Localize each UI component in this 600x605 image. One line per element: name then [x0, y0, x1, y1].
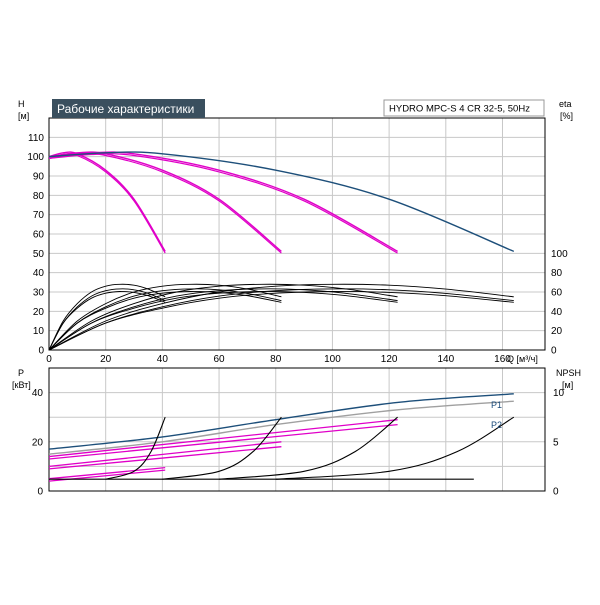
x-tick-label: 60: [213, 354, 225, 365]
efficiency-curve: [48, 283, 398, 351]
x-tick-label: 80: [270, 354, 282, 365]
head-tick-label: 60: [33, 230, 45, 241]
eta-tick-label: 80: [551, 268, 563, 279]
npsh-curves: [49, 416, 515, 480]
power-axis-label: P: [18, 368, 24, 378]
power-axis-unit: [кВт]: [12, 380, 31, 390]
efficiency-curve: [48, 291, 398, 351]
power-tick-label: 40: [32, 388, 44, 399]
x-tick-label: 100: [324, 354, 341, 365]
x-tick-label: 120: [381, 354, 398, 365]
npsh-curve: [275, 416, 515, 480]
efficiency-curve: [48, 283, 166, 351]
eta-axis-unit: [%]: [560, 111, 573, 121]
npsh-curve: [105, 416, 166, 480]
partial-power-curve-p2: [48, 469, 166, 482]
axis-tick-labels: 0 20 40 60 80 100 120 140 1600102030405060708090…: [27, 133, 568, 498]
npsh-axis-label: NPSH: [556, 368, 581, 378]
head-tick-label: 70: [33, 210, 45, 221]
eta-tick-label: 100: [551, 249, 568, 260]
head-tick-label: 100: [27, 152, 44, 163]
p2-series-label: P2: [491, 420, 502, 430]
head-curve: [48, 151, 282, 252]
npsh-tick-label: 0: [553, 487, 559, 498]
head-curve-tolerance: [48, 153, 398, 254]
efficiency-curve: [48, 288, 514, 351]
npsh-tick-label: 10: [553, 388, 565, 399]
head-tick-label: 110: [28, 133, 44, 144]
head-tick-label: 20: [33, 307, 45, 318]
npsh-tick-label: 5: [553, 437, 559, 448]
head-curves: [48, 151, 515, 254]
head-curve: [48, 151, 166, 252]
eta-tick-label: 40: [551, 307, 563, 318]
upper-plot-frame: [48, 117, 546, 351]
power-tick-label: 20: [32, 437, 44, 448]
head-tick-label: 80: [33, 191, 45, 202]
pump-label-box: [383, 99, 545, 117]
chart-title-box: [52, 99, 205, 118]
partial-power-curve-p1: [48, 466, 166, 480]
efficiency-curves: [48, 283, 514, 351]
head-axis-label: H: [18, 99, 25, 109]
efficiency-curve: [48, 291, 282, 351]
p1-series-label: P1: [491, 400, 502, 410]
x-tick-label: 0: [46, 354, 52, 365]
x-tick-label: 160: [494, 354, 511, 365]
npsh-curve: [219, 416, 398, 480]
head-tick-label: 10: [33, 326, 45, 337]
x-tick-label: 140: [437, 354, 454, 365]
x-tick-label: 40: [157, 354, 169, 365]
power-curve-p1: [48, 393, 514, 450]
eta-tick-label: 0: [551, 346, 557, 357]
lower-plot-frame: [48, 367, 546, 492]
head-tick-label: 0: [38, 346, 44, 357]
power-tick-label: 0: [37, 487, 43, 498]
partial-power-curve-p2: [48, 423, 398, 460]
efficiency-curve: [48, 283, 514, 351]
efficiency-curve: [48, 288, 398, 351]
pump-label: HYDRO MPC-S 4 CR 32-5, 50Hz: [389, 104, 530, 115]
eta-tick-label: 60: [551, 288, 563, 299]
partial-power-curve-p1: [48, 419, 398, 458]
head-axis-unit: [м]: [18, 111, 29, 121]
partial-power-curve-p1: [48, 441, 282, 468]
efficiency-curve: [48, 291, 514, 351]
flow-axis-label: Q [м³/ч]: [507, 354, 538, 364]
head-tick-label: 40: [33, 268, 45, 279]
x-tick-label: 20: [100, 354, 112, 365]
head-tick-label: 90: [33, 172, 45, 183]
chart-title: Рабочие характеристики: [57, 102, 194, 116]
head-tick-label: 50: [33, 249, 45, 260]
npsh-curve: [162, 416, 282, 480]
efficiency-curve: [48, 291, 166, 351]
eta-tick-label: 20: [551, 326, 563, 337]
eta-axis-label: eta: [559, 99, 572, 109]
efficiency-curve: [48, 283, 282, 351]
head-tick-label: 30: [33, 288, 45, 299]
partial-power-curve-p2: [48, 446, 282, 470]
head-curve: [48, 151, 515, 253]
lower-grid: [49, 367, 545, 491]
npsh-axis-unit: [м]: [562, 380, 573, 390]
